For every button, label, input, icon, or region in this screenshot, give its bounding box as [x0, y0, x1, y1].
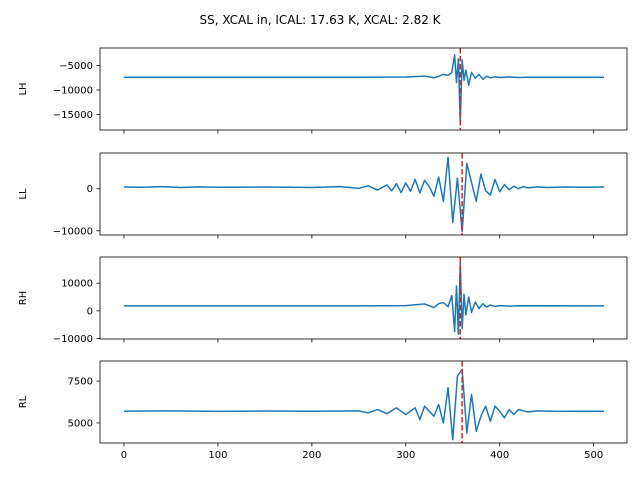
- y-tick-label: −10000: [53, 85, 93, 96]
- y-tick-label: 10000: [61, 279, 93, 290]
- x-tick-label: 500: [584, 450, 603, 461]
- series-line-lh: [123, 54, 604, 125]
- y-axis-label: RL: [18, 395, 29, 408]
- axes-frame: [99, 47, 628, 131]
- series-line-ll: [123, 156, 604, 233]
- series-line-rl: [123, 368, 604, 441]
- y-tick-label: −5000: [59, 61, 93, 72]
- figure-title: SS, XCAL in, ICAL: 17.63 K, XCAL: 2.82 K: [199, 13, 441, 27]
- x-tick-label: 400: [490, 450, 509, 461]
- subplot-rl: 5000 7500 0 100 200 300 400 500 RL: [18, 360, 628, 461]
- y-axis-label: LH: [18, 82, 29, 95]
- subplot-stack: −15000 −10000 −5000 LH −10000 0 LL −10000 0 10000…: [18, 47, 628, 461]
- y-tick-label: −15000: [53, 110, 93, 121]
- subplot-lh: −15000 −10000 −5000 LH: [18, 47, 628, 134]
- y-tick-label: 0: [87, 184, 93, 195]
- axes-frame: [99, 360, 628, 444]
- y-tick-label: 0: [87, 306, 93, 317]
- y-tick-label: −10000: [53, 334, 93, 345]
- y-tick-label: 5000: [68, 418, 93, 429]
- x-tick-label: 200: [302, 450, 321, 461]
- y-axis-label: RH: [18, 291, 29, 305]
- series-line-rh: [123, 260, 604, 336]
- x-tick-label: 0: [121, 450, 127, 461]
- y-axis-label: LL: [18, 188, 29, 200]
- axes-frame: [99, 152, 628, 236]
- x-tick-label: 300: [396, 450, 415, 461]
- y-tick-label: 7500: [68, 377, 93, 388]
- x-tick-label: 100: [208, 450, 227, 461]
- subplot-rh: −10000 0 10000 RH: [18, 256, 628, 345]
- y-tick-label: −10000: [53, 226, 93, 237]
- axes-frame: [99, 256, 628, 340]
- subplot-ll: −10000 0 LL: [18, 152, 628, 239]
